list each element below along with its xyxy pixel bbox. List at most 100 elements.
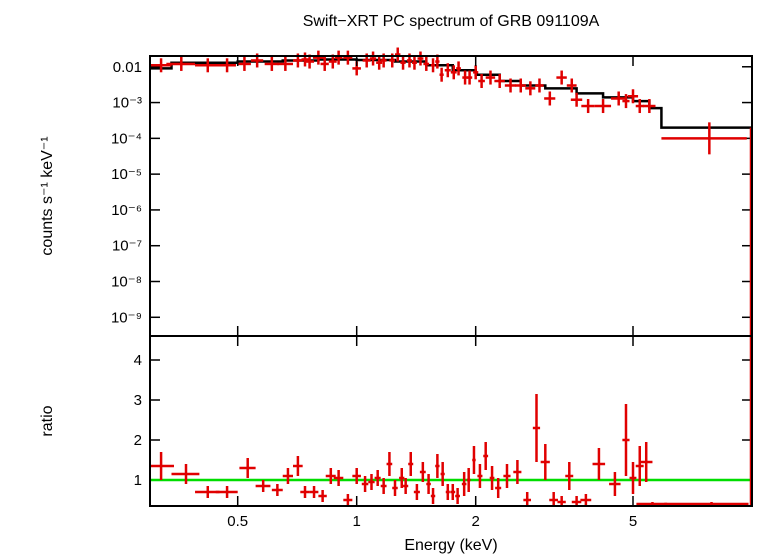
x-tick-label: 5	[629, 513, 637, 530]
spectrum-y-label: counts s⁻¹ keV⁻¹	[39, 136, 56, 255]
ratio-data-point	[430, 488, 436, 504]
spectrum-data-point	[312, 50, 324, 65]
spectrum-y-tick-label: 10⁻⁹	[111, 309, 142, 326]
ratio-data-point	[150, 452, 174, 480]
spectrum-data-point	[466, 70, 473, 85]
ratio-data-point	[571, 496, 582, 506]
chart-title: Swift−XRT PC spectrum of GRB 091109A	[303, 13, 600, 30]
ratio-data-point	[565, 462, 574, 490]
spectrum-data-point	[544, 91, 556, 106]
spectrum-data-point	[594, 99, 612, 114]
spectrum-data-point	[525, 81, 536, 96]
ratio-data-point	[392, 480, 398, 496]
spectrum-data-point	[627, 89, 639, 104]
ratio-data-point	[635, 446, 644, 486]
spectrum-y-tick-label: 0.01	[113, 59, 142, 76]
ratio-data-point	[445, 484, 450, 500]
ratio-data-point	[403, 478, 409, 494]
spectrum-y-tick-label: 10⁻⁸	[111, 273, 142, 290]
spectrum-data-point	[635, 99, 644, 114]
spectrum-y-tick-label: 10⁻⁵	[111, 166, 142, 183]
spectrum-data-point	[444, 63, 451, 78]
spectrum-y-tick-label: 10⁻⁶	[111, 202, 142, 219]
spectrum-y-tick-label: 10⁻³	[112, 95, 142, 112]
x-tick-label: 0.5	[227, 513, 248, 530]
spectrum-data-point	[462, 70, 468, 85]
spectrum-data-point	[395, 47, 401, 62]
ratio-data-point	[549, 492, 558, 506]
ratio-data-point	[495, 478, 502, 498]
ratio-data-point	[386, 452, 393, 476]
spectrum-y-tick-label: 10⁻⁴	[111, 130, 142, 147]
ratio-data-point	[292, 456, 303, 476]
ratio-data-point	[523, 492, 531, 506]
ratio-y-tick-label: 3	[134, 392, 142, 409]
spectrum-data-point	[195, 58, 220, 73]
ratio-data-point	[380, 478, 387, 494]
ratio-data-point	[318, 490, 327, 502]
ratio-data-point	[532, 394, 541, 462]
ratio-data-point	[282, 468, 293, 484]
spectrum-data-point	[478, 74, 485, 89]
ratio-data-point	[239, 458, 256, 478]
ratio-data-point	[557, 496, 566, 506]
ratio-data-point	[503, 464, 511, 488]
ratio-data-point	[255, 480, 271, 492]
spectrum-data-point	[535, 78, 544, 93]
ratio-data-point	[513, 460, 522, 484]
spectrum-data-point	[411, 55, 417, 70]
ratio-data-point	[419, 462, 426, 482]
ratio-y-tick-label: 4	[134, 352, 142, 369]
spectrum-data-point	[264, 56, 279, 71]
spectrum-data-point	[343, 50, 353, 65]
ratio-data-point	[580, 494, 592, 506]
spectrum-data-point	[566, 78, 577, 93]
ratio-data-point	[629, 462, 637, 494]
spectrum-data-point	[643, 99, 656, 114]
spectrum-data-point	[473, 65, 479, 80]
spectrum-data-point	[456, 61, 461, 76]
ratio-y-tick-label: 1	[134, 472, 142, 489]
ratio-data-point	[435, 454, 440, 478]
spectrum-data-point	[237, 56, 251, 71]
spectrum-data-point	[301, 52, 309, 67]
ratio-data-point	[592, 448, 606, 480]
ratio-y-label: ratio	[39, 405, 56, 436]
ratio-data-point	[368, 474, 375, 490]
spectrum-data-point	[450, 65, 457, 80]
ratio-data-point	[333, 470, 344, 486]
spectrum-data-point	[417, 51, 424, 66]
spectrum-data-point	[166, 56, 196, 71]
spectrum-panel: 0.01 10⁻³ 10⁻⁴ 10⁻⁵ 10⁻⁶ 10⁻⁷ 10⁻⁸ 10⁻⁹ counts …	[39, 47, 753, 337]
spectrum-frame	[149, 55, 753, 337]
x-axis-ticks: 0.5 1 2 5	[227, 56, 637, 530]
ratio-data-point	[413, 484, 420, 500]
spectrum-data-point	[320, 56, 329, 71]
spectrum-model-line	[150, 58, 752, 129]
ratio-data-point	[609, 472, 621, 496]
x-tick-label: 1	[353, 513, 361, 530]
ratio-data-point	[325, 468, 336, 484]
spectrum-data-point	[217, 58, 236, 73]
ratio-data-point	[540, 444, 550, 480]
spectrum-data-point	[277, 56, 293, 71]
ratio-frame	[149, 335, 753, 507]
spectrum-data-point	[430, 58, 436, 73]
ratio-data-point	[622, 404, 630, 476]
spectrum-data-point	[504, 78, 517, 93]
model-step-line	[150, 58, 752, 129]
ratio-data-point	[466, 468, 471, 492]
x-axis-label: Energy (keV)	[404, 537, 497, 554]
spectrum-data-point	[334, 50, 343, 65]
ratio-data-point	[455, 488, 460, 504]
spectrum-data-point	[400, 55, 406, 70]
ratio-data-point	[215, 486, 238, 498]
spectrum-data-point	[494, 74, 505, 89]
spectrum-data-point	[622, 94, 630, 109]
spectrum-data-point	[570, 92, 583, 107]
ratio-data-point	[300, 486, 310, 498]
ratio-data-point	[374, 470, 381, 486]
x-tick-label: 2	[472, 513, 480, 530]
ratio-data-point	[461, 472, 467, 496]
